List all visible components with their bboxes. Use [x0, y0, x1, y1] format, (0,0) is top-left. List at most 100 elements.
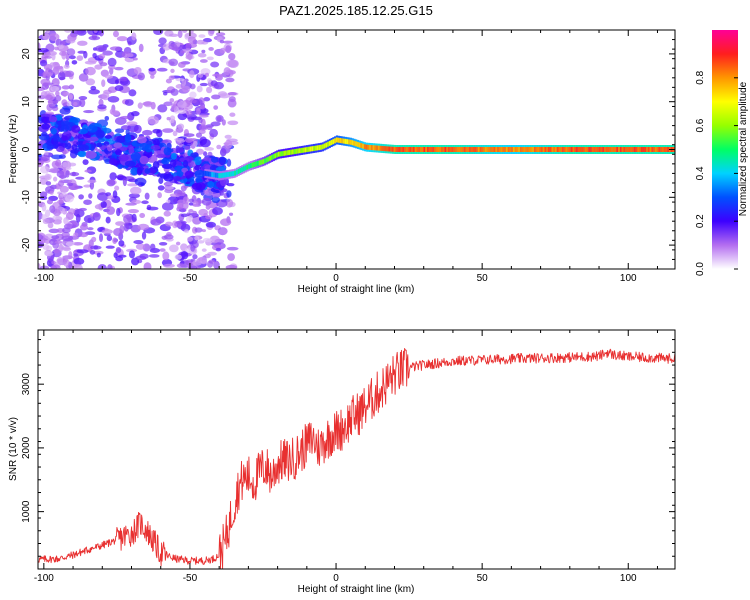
- spectrogram-noise-blobs: [38, 30, 239, 269]
- spectrogram-noise-blob: [206, 86, 213, 94]
- spectrogram-noise-blob: [109, 108, 116, 115]
- spectrogram-ridge-core: [455, 147, 458, 152]
- spectrogram-ridge-core: [348, 139, 351, 145]
- spectrogram-noise-blob: [163, 181, 173, 187]
- spectrogram-noise-blob: [92, 211, 101, 221]
- spectrogram-noise-blob: [223, 67, 231, 76]
- spectrogram-ridge-blob: [115, 149, 122, 156]
- spectrogram-noise-blob: [163, 210, 171, 217]
- spectrogram-ridge-core: [481, 147, 484, 152]
- spectrogram-noise-blob: [53, 208, 61, 217]
- spectrogram-noise-blob: [40, 90, 48, 97]
- spectrogram-ridge-core: [404, 147, 407, 152]
- spectrogram-noise-blob: [73, 253, 79, 257]
- spectrogram-ridge-blob: [56, 146, 65, 153]
- spectrogram-noise-blob: [78, 73, 89, 82]
- spectrogram-noise-blob: [51, 154, 63, 160]
- spectrogram-noise-blob: [212, 207, 223, 215]
- spectrogram-noise-blob: [174, 221, 182, 228]
- spectrogram-ridge-core: [276, 152, 279, 158]
- spectrogram-noise-blob: [61, 99, 68, 107]
- colorbar-tick-label: 0.4: [695, 166, 706, 180]
- spectrogram-noise-blob: [166, 116, 171, 121]
- spectrogram-ridge-core: [206, 171, 209, 177]
- spectrogram-ridge-core: [228, 171, 232, 177]
- snr-minor-ticks: [38, 330, 675, 570]
- spectrogram-noise-blob: [162, 128, 174, 133]
- spectrogram-ridge-core: [281, 151, 284, 157]
- spectrogram-ridge-core: [553, 147, 556, 152]
- snr-x-tick-label: 100: [620, 573, 637, 584]
- spectrogram-noise-blob: [213, 260, 220, 269]
- spectrogram-noise-blob: [196, 266, 201, 269]
- spectrogram-ridge-core: [251, 162, 254, 168]
- spectrogram-noise-blob: [101, 79, 106, 87]
- spectrogram-ridge-core: [618, 147, 621, 152]
- spectrogram-ridge-blob: [195, 182, 206, 191]
- spectrogram-noise-blob: [202, 38, 212, 43]
- spectrogram-noise-blob: [59, 51, 68, 56]
- spectrogram-noise-blob: [106, 206, 116, 215]
- spectrogram-noise-blob: [224, 139, 233, 149]
- spectrogram-ridge-blob: [136, 135, 147, 144]
- spectrogram-ridge-core: [302, 147, 305, 153]
- spectrogram-ridge-blob: [64, 142, 72, 150]
- spectrogram-noise-blob: [65, 166, 72, 171]
- spectrogram-ridge-core: [505, 147, 509, 152]
- spectrogram-ridge-core: [661, 147, 665, 152]
- spectrogram-noise-blob: [51, 52, 56, 61]
- spectrogram-ridge-core: [365, 144, 368, 150]
- spectrogram-noise-blob: [213, 105, 219, 110]
- spectrogram-noise-blob: [137, 223, 150, 231]
- spectrogram-marks: [38, 30, 675, 269]
- spectrogram-ridge-core: [583, 147, 586, 152]
- spectrogram-noise-blob: [197, 73, 204, 78]
- spectrogram-noise-blob: [109, 46, 122, 51]
- spectrogram-noise-blob: [149, 243, 156, 251]
- spectrogram-ridge-core: [609, 147, 612, 152]
- spectrogram-noise-blob: [39, 165, 50, 174]
- spectrogram-noise-blob: [41, 52, 52, 57]
- spectrogram-noise-blob: [217, 91, 228, 97]
- spectrogram-ridge-blob: [103, 141, 110, 147]
- spectrogram-noise-blob: [137, 72, 145, 81]
- colorbar-tick-label: 0.6: [695, 118, 706, 132]
- spectrogram-ridge-core: [549, 147, 552, 152]
- spectrogram-noise-blob: [228, 52, 236, 61]
- spectrogram-noise-blob: [97, 192, 109, 201]
- spectrogram-ridge-core: [460, 147, 463, 152]
- spectrogram-noise-blob: [135, 255, 147, 261]
- spectrogram-ridge-core: [267, 156, 270, 162]
- spectrogram-noise-blob: [130, 186, 142, 195]
- spectrogram-ridge-core: [526, 147, 530, 152]
- spectrogram-noise-blob: [85, 66, 96, 76]
- spectrogram-noise-blob: [59, 171, 65, 180]
- spectrogram-noise-blob: [119, 115, 132, 120]
- spectrogram-ridge-core: [304, 147, 307, 153]
- spectrogram-ridge-core: [649, 147, 652, 152]
- spectrogram-ridge-blob: [48, 116, 58, 123]
- snr-y-ticks: 1000 2000 3000: [21, 373, 675, 523]
- spectrogram-ridge-core: [353, 140, 356, 146]
- spectrogram-ridge-blob: [113, 142, 123, 148]
- spectrogram-ridge-core: [581, 147, 584, 152]
- spectrogram-ridge-core: [425, 147, 428, 152]
- spectrogram-noise-blob: [177, 199, 186, 205]
- spectrogram-ridge-core: [483, 147, 486, 152]
- spectrogram-ridge-core: [235, 169, 239, 175]
- spectrogram-noise-blob: [156, 67, 168, 72]
- spectrogram-noise-blob: [215, 247, 222, 252]
- spectrogram-ridge-core: [644, 147, 647, 152]
- spectrogram-ridge-core: [234, 170, 237, 176]
- spectrogram-noise-blob: [78, 194, 84, 200]
- spectrogram-ridge-blob: [53, 140, 59, 149]
- spectrogram-ridge-core: [328, 140, 331, 146]
- spectrogram-ridge-core: [318, 145, 321, 151]
- spectrogram-noise-blob: [158, 241, 168, 246]
- spectrogram-noise-blob: [112, 190, 118, 199]
- spectrogram-ridge-core: [516, 147, 519, 152]
- spectrogram-noise-blob: [63, 223, 74, 230]
- spectrogram-ridge-core: [344, 138, 347, 144]
- spectrogram-noise-blob: [176, 139, 186, 143]
- spectrogram-ridge-blob: [161, 158, 170, 165]
